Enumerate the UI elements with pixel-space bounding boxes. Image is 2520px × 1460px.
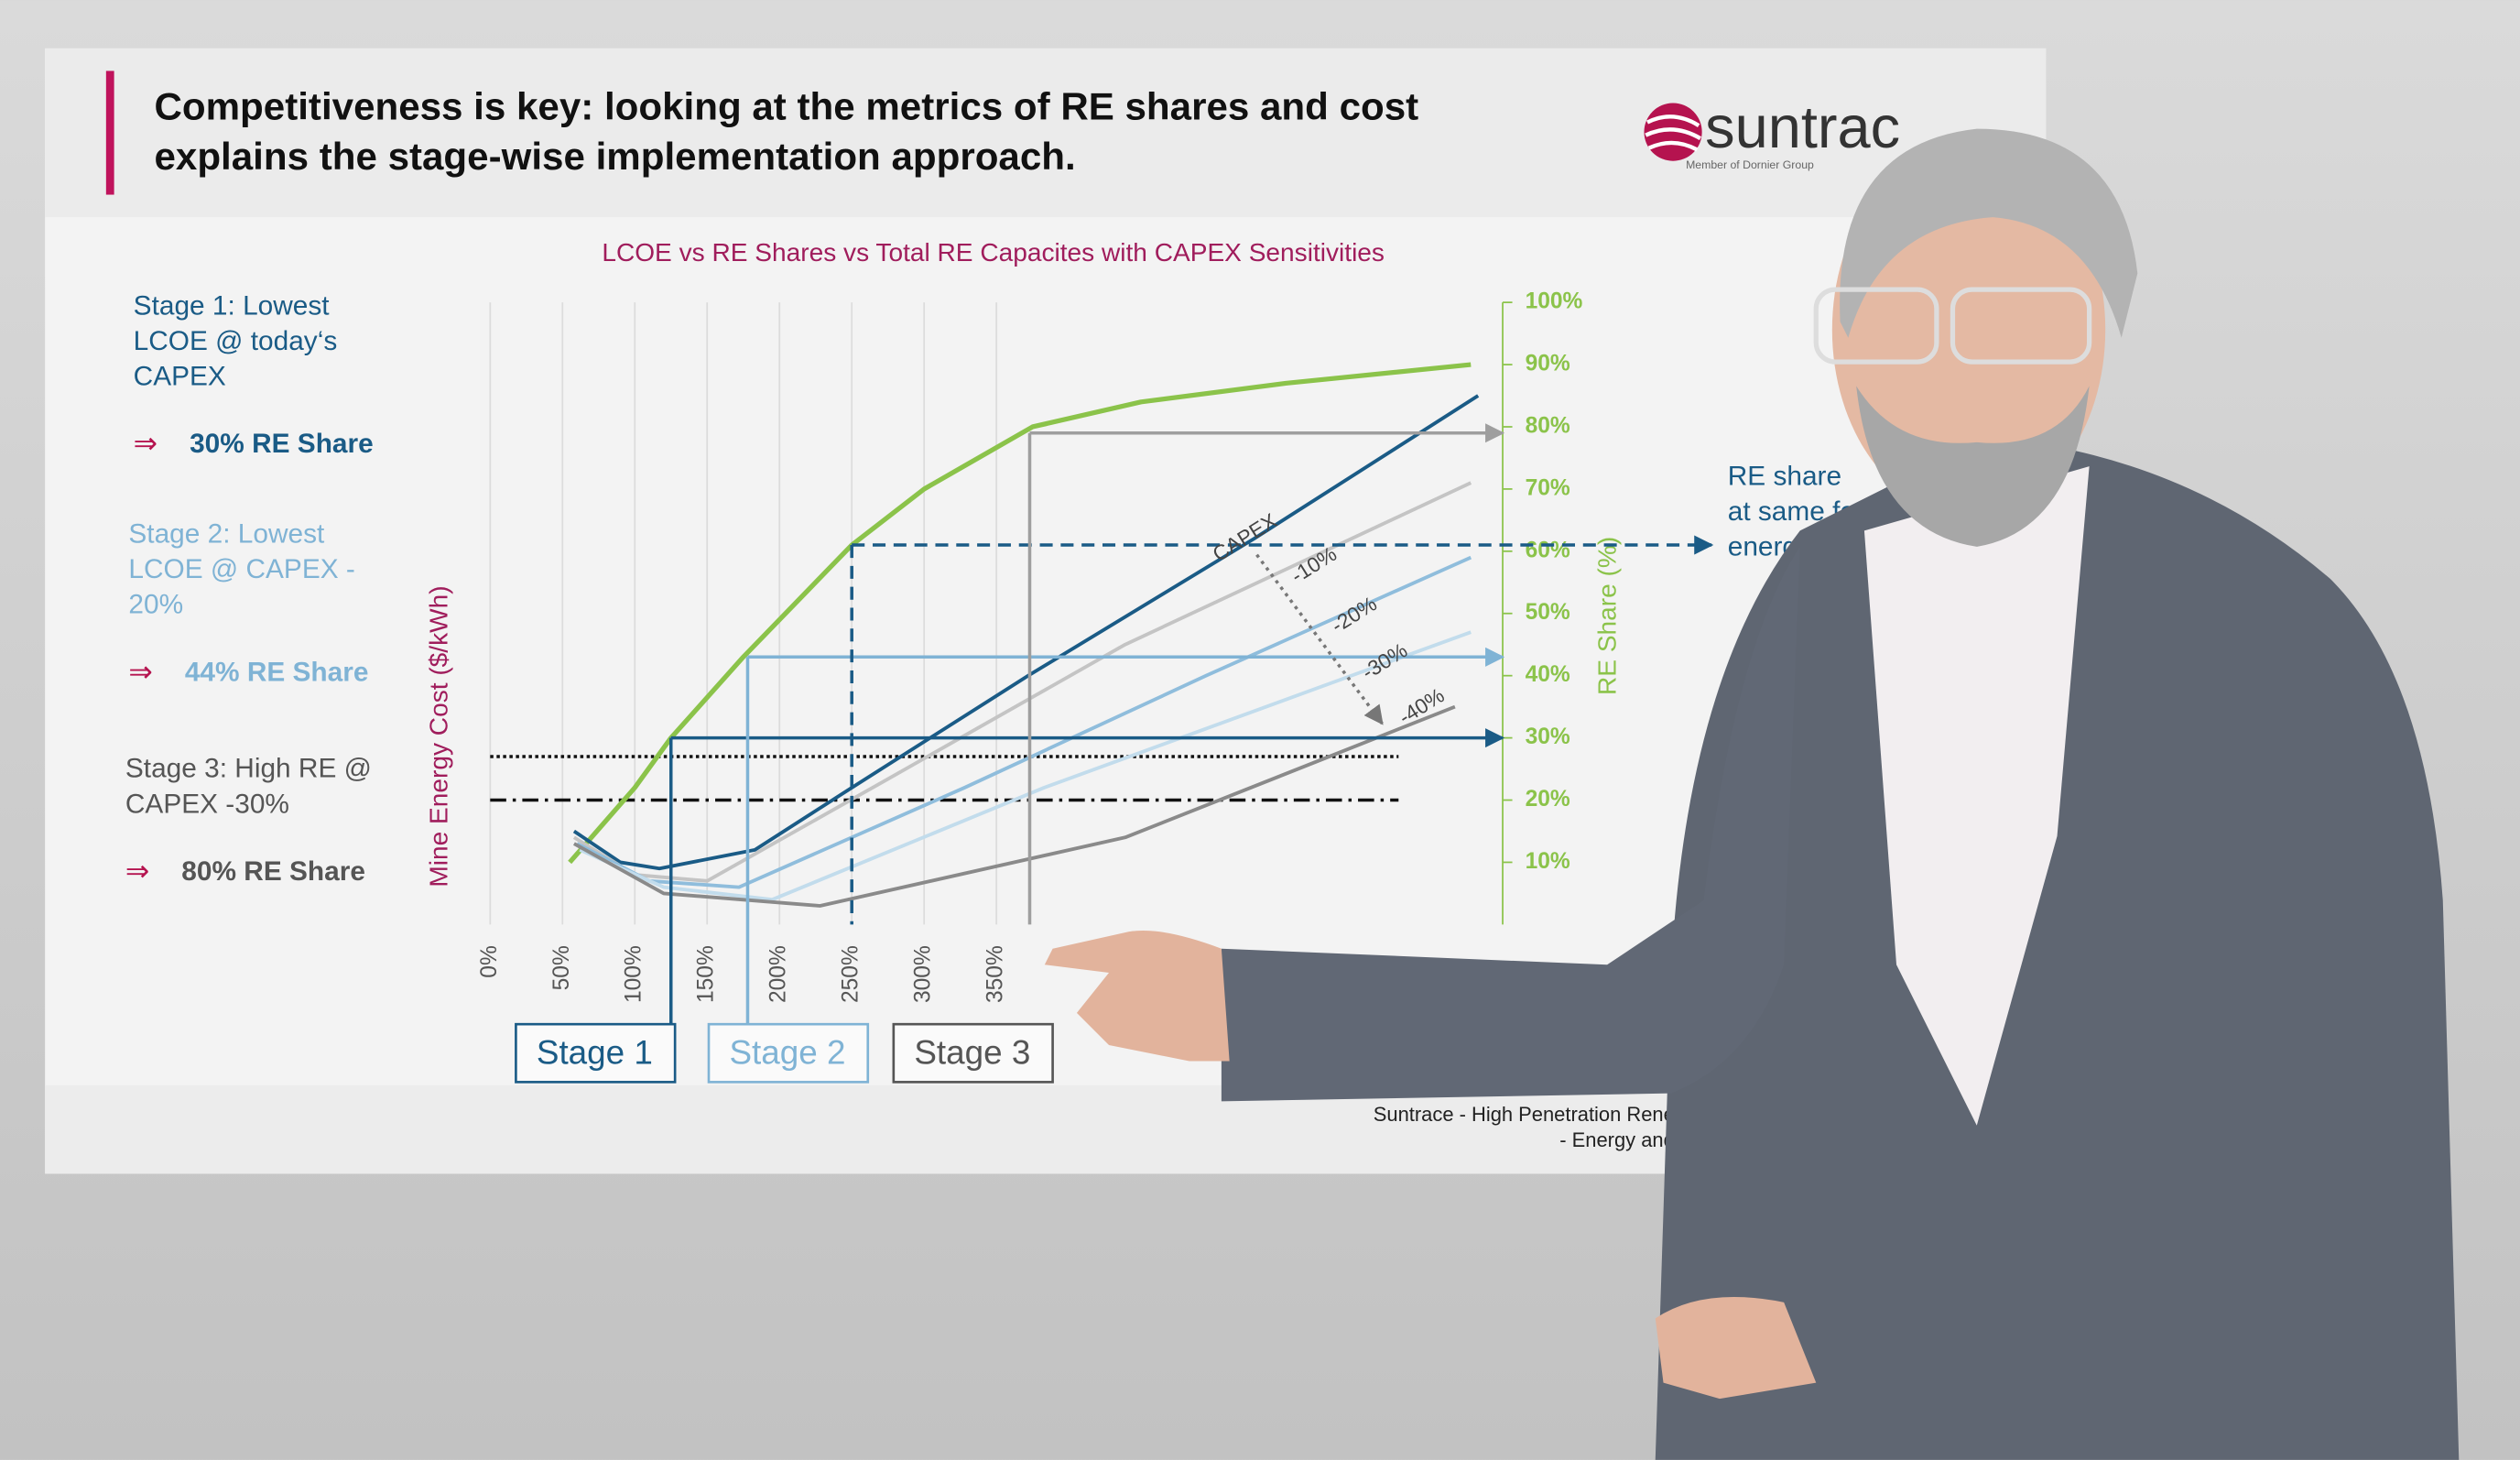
stage-box xyxy=(515,1022,677,1084)
x-tick-label: 300% xyxy=(911,945,936,1003)
y2-tick-label: 90% xyxy=(1526,352,1570,376)
annotation: RE share xyxy=(1728,461,1841,491)
arrow-symbol: ⇒ xyxy=(125,855,149,888)
chart: Stage 1: Lowest LCOE @ today‘s CAPEX ⇒ 30% R… xyxy=(125,238,1869,1151)
x-tick-label: 350% xyxy=(983,945,1008,1003)
stage-box xyxy=(892,1022,1054,1084)
chart-title: LCOE vs RE Shares vs Total RE Capacites … xyxy=(602,238,1385,267)
presenter xyxy=(1044,128,2460,1460)
logo-subtext: Member of Dornier Group xyxy=(1686,158,1814,171)
x-tick-label: 100% xyxy=(622,945,646,1003)
footer-text: Suntrace - High Penetration Rene xyxy=(1374,1103,1675,1126)
slide-title: explains the stage-wise implementation a… xyxy=(154,135,1075,178)
series-line xyxy=(572,704,1456,908)
stage-result: 44% RE Share xyxy=(185,657,369,687)
logo-text: suntrac xyxy=(1705,93,1900,160)
stage-result: 30% RE Share xyxy=(190,429,374,459)
stage-box-label: Stage 3 xyxy=(914,1033,1030,1071)
slide-header xyxy=(45,48,2047,218)
y2-tick-label: 100% xyxy=(1526,289,1583,314)
y-axis-label: Mine Energy Cost ($/kWh) xyxy=(424,585,452,887)
capex-arrow xyxy=(1255,553,1384,725)
x-tick-label: 50% xyxy=(549,945,574,990)
y2-axis-label: RE Share (%) xyxy=(1592,537,1621,695)
y2-tick-label: 70% xyxy=(1526,475,1570,500)
y2-tick-label: 80% xyxy=(1526,413,1570,438)
stage-note: Stage 2: Lowest xyxy=(128,519,325,550)
y2-tick-label: 20% xyxy=(1526,787,1570,812)
y2-tick-label: 10% xyxy=(1526,849,1570,874)
arrow-symbol: ⇒ xyxy=(134,427,158,460)
footer-text: - Energy and xyxy=(1559,1128,1675,1151)
accent-bar xyxy=(105,71,114,195)
stage-note: CAPEX xyxy=(134,362,226,392)
stage-box xyxy=(707,1022,870,1084)
series-line xyxy=(572,394,1480,871)
series-line xyxy=(579,630,1472,902)
x-tick-label: 200% xyxy=(766,945,791,1003)
y2-tick-label: 60% xyxy=(1526,538,1570,562)
x-tick-label: 0% xyxy=(477,945,502,978)
stage-note: 20% xyxy=(128,590,183,620)
x-tick-label: 250% xyxy=(839,945,864,1003)
y2-tick-label: 30% xyxy=(1526,725,1570,749)
y2-tick-label: 50% xyxy=(1526,600,1570,625)
stage-result: 80% RE Share xyxy=(181,856,365,887)
y2-tick-label: 40% xyxy=(1526,662,1570,687)
series-line xyxy=(568,362,1472,865)
logo-swirl xyxy=(1645,114,1702,152)
stage-note: LCOE @ today‘s xyxy=(134,326,338,356)
stage-box-label: Stage 1 xyxy=(537,1033,653,1071)
stage-box-label: Stage 2 xyxy=(729,1033,845,1071)
x-tick-label: 150% xyxy=(694,945,719,1003)
stage-note: LCOE @ CAPEX - xyxy=(128,554,354,584)
slide-title: Competitiveness is key: looking at the m… xyxy=(154,85,1418,128)
stage-note: CAPEX -30% xyxy=(125,789,289,819)
arrow-symbol: ⇒ xyxy=(128,655,152,688)
stage-note: Stage 1: Lowest xyxy=(134,290,331,321)
stage-note: Stage 3: High RE @ xyxy=(125,754,372,784)
